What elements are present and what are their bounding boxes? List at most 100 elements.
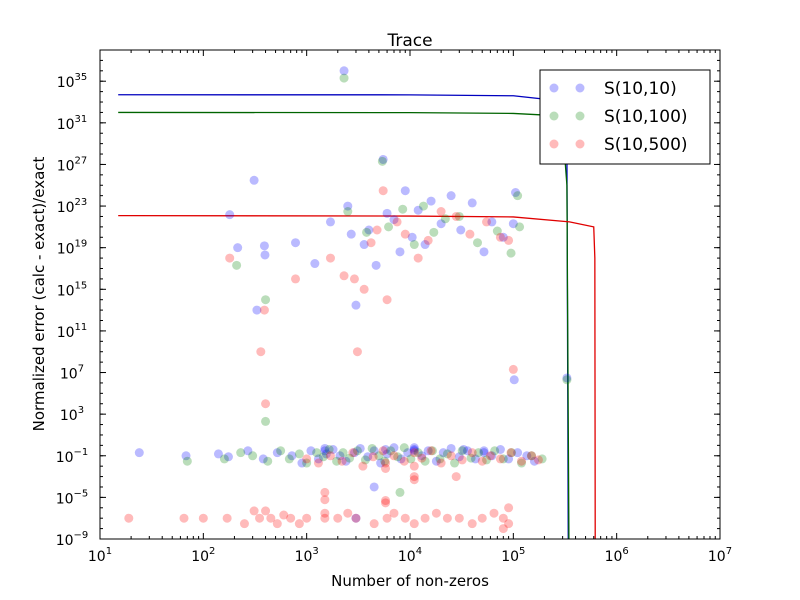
point-s-10-500 (302, 454, 312, 464)
point-s-10-500 (426, 446, 436, 456)
point-s-10-10 (359, 240, 369, 250)
point-s-10-10 (420, 240, 430, 250)
point-s-10-100 (506, 248, 516, 258)
point-s-10-500 (446, 451, 456, 461)
point-s-10-500 (467, 519, 477, 529)
point-s-10-10 (467, 198, 477, 208)
point-s-10-500 (504, 519, 514, 529)
point-s-10-100 (232, 260, 242, 270)
y-tick-label: 10−1 (56, 447, 89, 466)
point-s-10-100 (418, 201, 428, 211)
line-s-10-500 (118, 214, 596, 539)
point-s-10-10 (395, 247, 405, 257)
point-s-10-100 (395, 487, 405, 497)
point-s-10-100 (338, 448, 348, 458)
point-s-10-100 (409, 240, 419, 250)
point-s-10-10 (470, 454, 480, 464)
y-tick-label: 1015 (57, 280, 88, 299)
y-tick-label: 1023 (57, 197, 88, 216)
legend-marker-s-10-100 (549, 111, 559, 121)
point-s-10-100 (427, 446, 437, 456)
legend: S(10,10) S(10,100) S(10,500) (539, 69, 711, 165)
legend-marker-s-10-10 (549, 83, 559, 93)
point-s-10-10 (479, 247, 489, 257)
x-tick-label: 107 (708, 546, 732, 565)
point-s-10-10 (413, 205, 423, 215)
point-s-10-10 (369, 446, 379, 456)
legend-marker-s-10-500 (575, 139, 585, 149)
point-s-10-100 (345, 453, 355, 463)
point-s-10-10 (407, 232, 417, 242)
point-s-10-100 (399, 443, 409, 453)
point-s-10-10 (339, 66, 349, 76)
point-s-10-500 (409, 461, 419, 471)
point-s-10-100 (398, 204, 408, 214)
point-s-10-500 (266, 513, 276, 523)
point-s-10-500 (504, 235, 514, 245)
point-s-10-10 (291, 238, 301, 248)
point-s-10-10 (400, 186, 410, 196)
point-s-10-10 (306, 446, 316, 456)
point-s-10-10 (511, 188, 521, 198)
point-s-10-500 (320, 487, 330, 497)
legend-marker-s-10-500 (549, 139, 559, 149)
point-s-10-100 (490, 446, 500, 456)
y-tick-label: 1019 (57, 239, 88, 258)
point-s-10-500 (420, 513, 430, 523)
point-s-10-100 (513, 191, 523, 201)
point-s-10-10 (498, 232, 508, 242)
point-s-10-10 (355, 443, 365, 453)
point-s-10-100 (442, 449, 452, 459)
point-s-10-500 (399, 456, 409, 466)
y-tick-label: 1035 (57, 72, 88, 91)
point-s-10-500 (495, 232, 505, 242)
point-s-10-100 (440, 214, 450, 224)
point-s-10-500 (124, 513, 134, 523)
legend-label-s-10-100: S(10,100) (604, 107, 688, 127)
point-s-10-10 (423, 446, 433, 456)
point-s-10-100 (393, 452, 403, 462)
x-tick-label: 102 (191, 546, 215, 565)
point-s-10-500 (413, 253, 423, 263)
point-s-10-10 (403, 448, 413, 458)
point-s-10-10 (513, 448, 523, 458)
point-s-10-100 (492, 226, 502, 236)
point-s-10-10 (321, 449, 331, 459)
point-s-10-500 (454, 513, 464, 523)
point-s-10-500 (291, 274, 301, 284)
x-axis: 101 102 103 104 105 106 107 (88, 50, 732, 565)
point-s-10-100 (219, 454, 229, 464)
point-s-10-500 (378, 186, 388, 196)
point-s-10-500 (442, 513, 452, 523)
point-s-10-500 (378, 446, 388, 456)
point-s-10-500 (409, 472, 419, 482)
point-s-10-10 (225, 210, 235, 220)
point-s-10-500 (409, 519, 419, 529)
point-s-10-10 (509, 375, 519, 385)
point-s-10-500 (485, 451, 495, 461)
legend-box (539, 69, 711, 165)
point-s-10-500 (366, 238, 376, 248)
point-s-10-10 (134, 448, 144, 458)
point-s-10-10 (369, 482, 379, 492)
point-s-10-10 (371, 260, 381, 270)
point-s-10-10 (389, 215, 399, 225)
point-s-10-10 (504, 454, 514, 464)
point-s-10-10 (382, 208, 392, 218)
point-s-10-100 (466, 453, 476, 463)
point-s-10-10 (479, 446, 489, 456)
point-s-10-100 (527, 451, 537, 461)
point-s-10-100 (473, 448, 483, 458)
point-s-10-100 (435, 454, 445, 464)
point-s-10-500 (352, 347, 362, 357)
point-s-10-100 (324, 445, 334, 455)
point-s-10-10 (364, 225, 374, 235)
point-s-10-10 (431, 456, 441, 466)
y-axis: 10−9 10−5 10−1 103 107 1011 1015 1019 1023 1027 10… (56, 49, 720, 549)
point-s-10-10 (213, 449, 223, 459)
x-tick-label: 106 (605, 546, 629, 565)
point-s-10-100 (413, 448, 423, 458)
point-s-10-500 (286, 513, 296, 523)
point-s-10-500 (436, 207, 446, 217)
point-s-10-100 (406, 454, 416, 464)
